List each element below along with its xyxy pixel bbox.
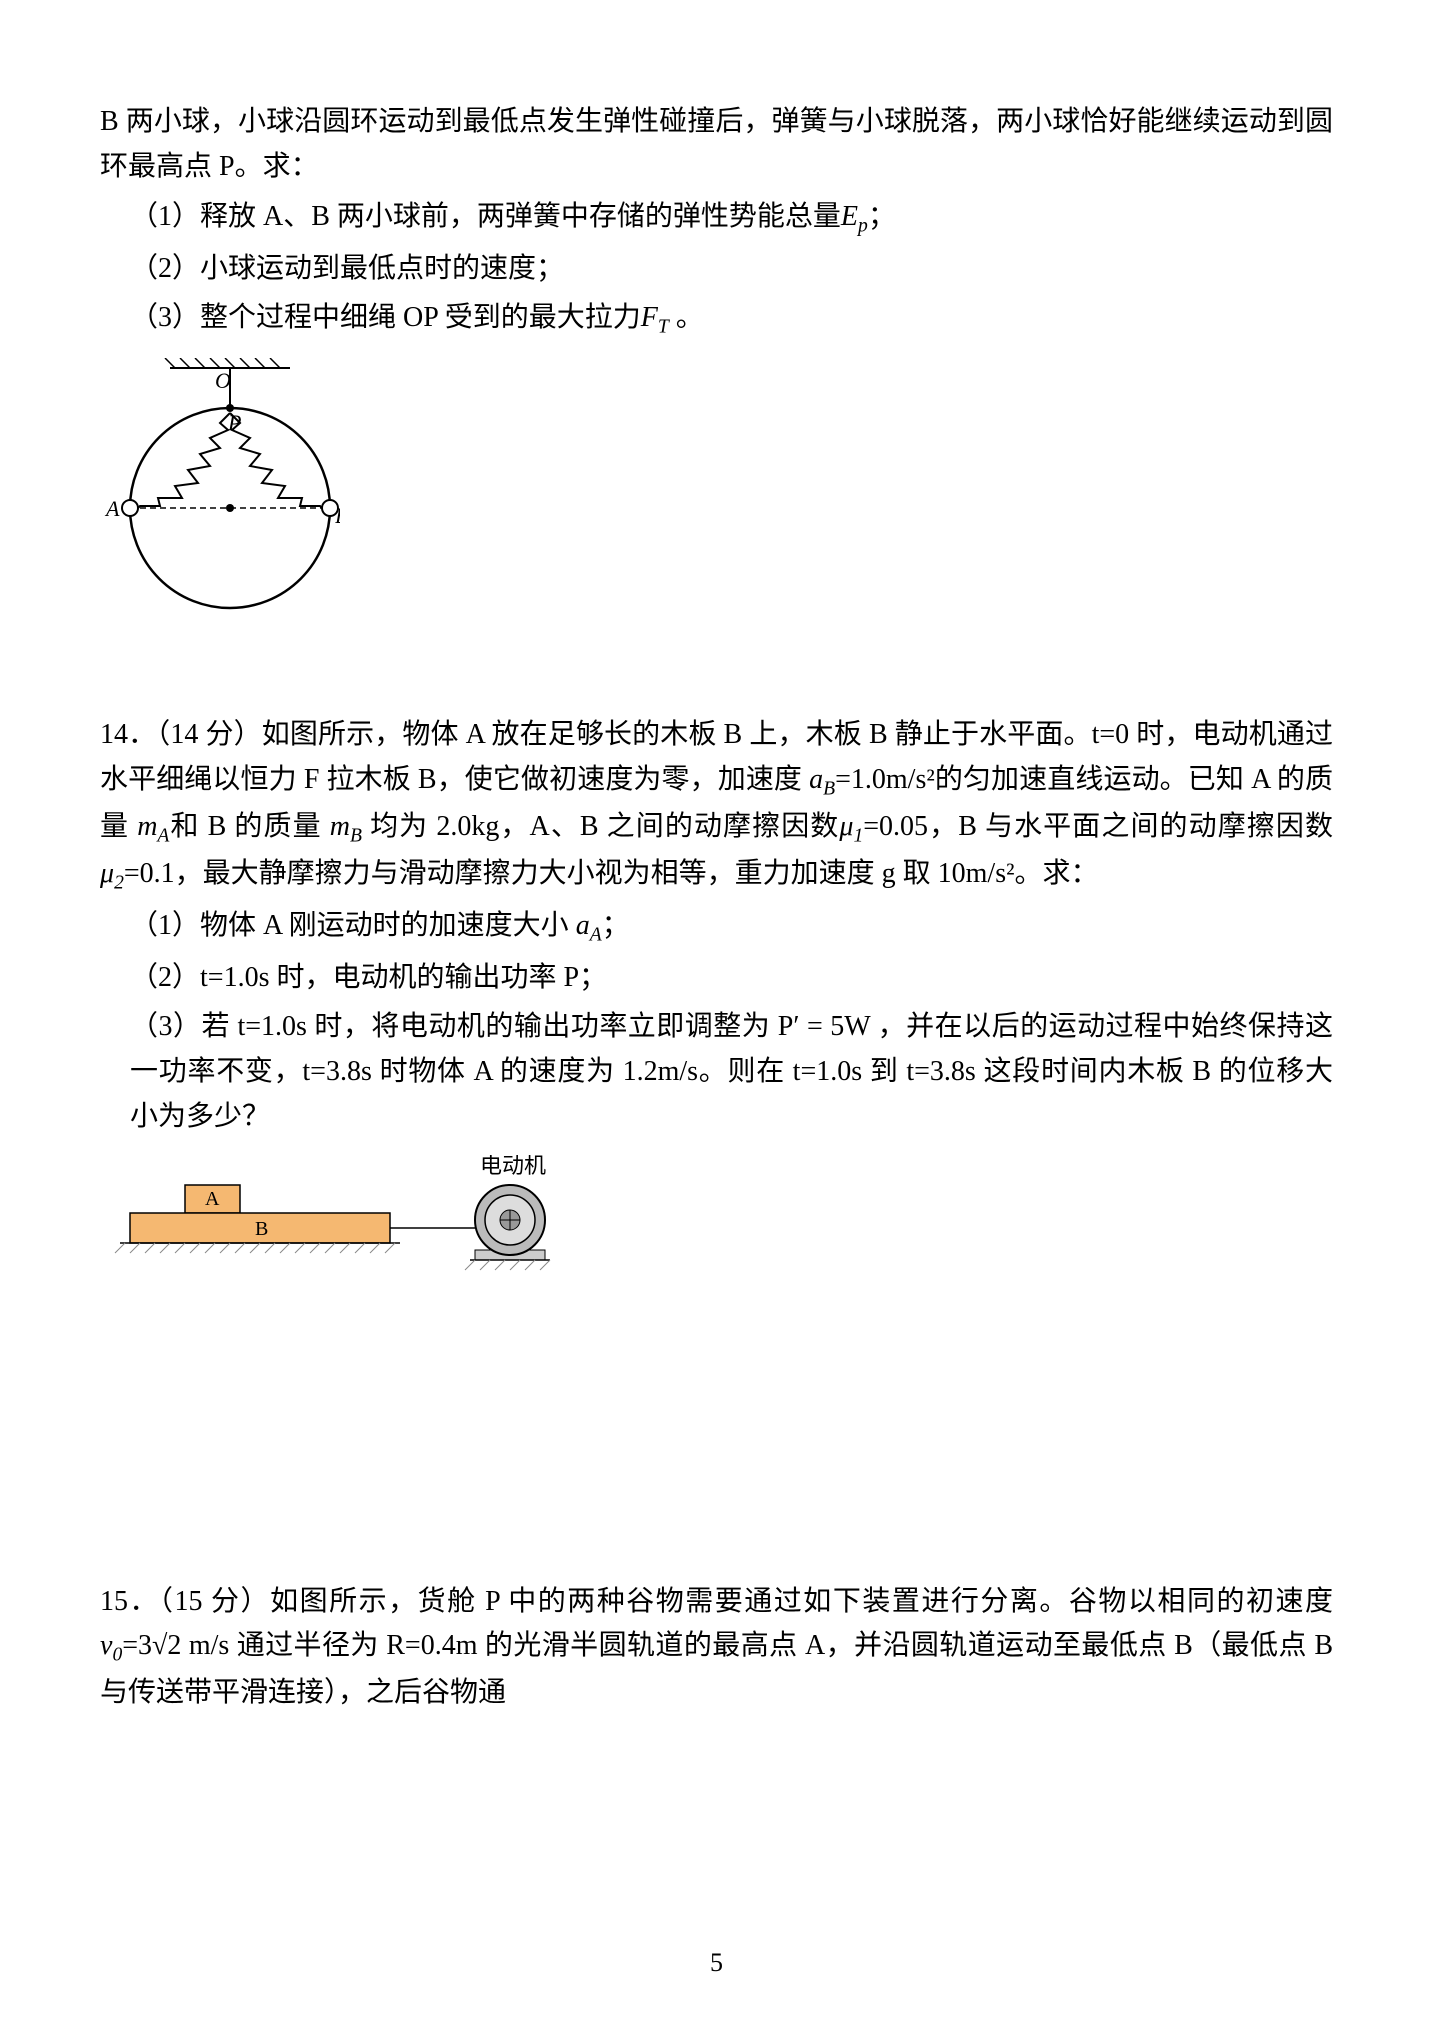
q14-sub3: （3）若 t=1.0s 时，将电动机的输出功率立即调整为 P′ = 5W ，并在… (100, 1005, 1333, 1139)
q13-sub3: （3）整个过程中细绳 OP 受到的最大拉力FT 。 (100, 296, 1333, 343)
spring-left (138, 413, 230, 508)
q13-diagram: O P A B (100, 358, 1333, 633)
block-a-label: A (205, 1188, 220, 1210)
q14-text: 14．（14 分）如图所示，物体 A 放在足够长的木板 B 上，木板 B 静止于… (100, 713, 1333, 899)
label-A: A (104, 496, 120, 521)
q14-diagram: 电动机 A B (100, 1155, 1333, 1300)
motor-block-diagram: 电动机 A B (100, 1155, 580, 1285)
motor-label: 电动机 (480, 1155, 546, 1178)
ground-hatch-right (465, 1260, 550, 1270)
block-b-label: B (255, 1218, 268, 1240)
q14-sub1: （1）物体 A 刚运动时的加速度大小 aA； (100, 904, 1333, 951)
ground-hatch-left (115, 1243, 400, 1253)
q13-sub1: （1）释放 A、B 两小球前，两弹簧中存储的弹性势能总量Ep； (100, 195, 1333, 242)
q13-sub2: （2）小球运动到最低点时的速度； (100, 247, 1333, 292)
ceiling-hatch (165, 358, 290, 368)
q13-text: B 两小球，小球沿圆环运动到最低点发生弹性碰撞后，弹簧与小球脱落，两小球恰好能继… (100, 106, 1333, 182)
q15-text: 15．（15 分）如图所示，货舱 P 中的两种谷物需要通过如下装置进行分离。谷物… (100, 1580, 1333, 1717)
spring-right (230, 413, 322, 508)
page-number: 5 (710, 1942, 723, 1984)
label-B: B (335, 503, 340, 528)
q14-block: 14．（14 分）如图所示，物体 A 放在足够长的木板 B 上，木板 B 静止于… (100, 713, 1333, 1300)
circle-spring-diagram: O P A B (100, 358, 340, 618)
q13-continuation: B 两小球，小球沿圆环运动到最低点发生弹性碰撞后，弹簧与小球脱落，两小球恰好能继… (100, 100, 1333, 190)
page-content: B 两小球，小球沿圆环运动到最低点发生弹性碰撞后，弹簧与小球脱落，两小球恰好能继… (100, 100, 1333, 1716)
ball-a (122, 500, 138, 516)
q14-sub2: （2）t=1.0s 时，电动机的输出功率 P； (100, 956, 1333, 1001)
q15-block: 15．（15 分）如图所示，货舱 P 中的两种谷物需要通过如下装置进行分离。谷物… (100, 1580, 1333, 1717)
label-O: O (215, 368, 231, 393)
point-p (226, 404, 234, 412)
